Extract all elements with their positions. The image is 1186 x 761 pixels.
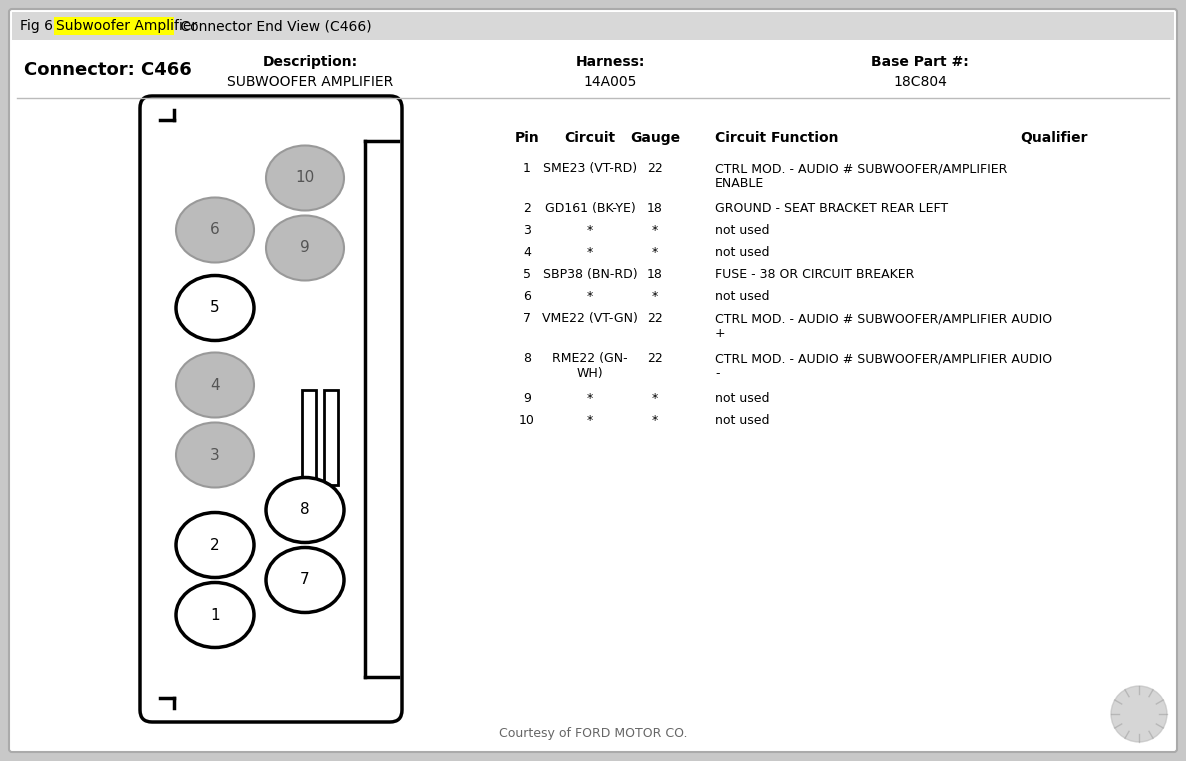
Text: Circuit: Circuit: [565, 131, 616, 145]
Text: 5: 5: [523, 268, 531, 281]
Text: not used: not used: [715, 246, 770, 259]
Text: *: *: [587, 414, 593, 427]
Text: Fig 6:: Fig 6:: [20, 19, 62, 33]
Text: *: *: [652, 246, 658, 259]
Text: *: *: [587, 246, 593, 259]
Text: Harness:: Harness:: [575, 55, 645, 69]
Text: 14A005: 14A005: [584, 75, 637, 89]
Text: 3: 3: [210, 447, 219, 463]
Text: 9: 9: [300, 240, 310, 256]
Bar: [12, 12, 1174, 40]
Text: SUBWOOFER AMPLIFIER: SUBWOOFER AMPLIFIER: [227, 75, 393, 89]
Text: *: *: [587, 224, 593, 237]
Text: SBP38 (BN-RD): SBP38 (BN-RD): [543, 268, 637, 281]
Text: GD161 (BK-YE): GD161 (BK-YE): [544, 202, 636, 215]
Text: Qualifier: Qualifier: [1020, 131, 1088, 145]
Ellipse shape: [176, 512, 254, 578]
Text: RME22 (GN-
WH): RME22 (GN- WH): [553, 352, 627, 380]
Text: *: *: [652, 392, 658, 405]
Text: CTRL MOD. - AUDIO # SUBWOOFER/AMPLIFIER AUDIO
+: CTRL MOD. - AUDIO # SUBWOOFER/AMPLIFIER …: [715, 312, 1052, 340]
Text: 22: 22: [648, 352, 663, 365]
Text: CTRL MOD. - AUDIO # SUBWOOFER/AMPLIFIER AUDIO
-: CTRL MOD. - AUDIO # SUBWOOFER/AMPLIFIER …: [715, 352, 1052, 380]
Text: 1: 1: [210, 607, 219, 622]
Text: Base Part #:: Base Part #:: [872, 55, 969, 69]
Text: Gauge: Gauge: [630, 131, 680, 145]
Text: Connector End View (C466): Connector End View (C466): [176, 19, 371, 33]
Circle shape: [1111, 686, 1167, 742]
Ellipse shape: [266, 215, 344, 281]
Text: SME23 (VT-RD): SME23 (VT-RD): [543, 162, 637, 175]
Text: *: *: [652, 414, 658, 427]
Text: 18: 18: [648, 202, 663, 215]
Text: Pin: Pin: [515, 131, 540, 145]
Text: 6: 6: [210, 222, 219, 237]
Text: 7: 7: [523, 312, 531, 325]
Text: 22: 22: [648, 312, 663, 325]
Text: 4: 4: [523, 246, 531, 259]
Ellipse shape: [266, 547, 344, 613]
Ellipse shape: [176, 422, 254, 488]
Text: FUSE - 38 OR CIRCUIT BREAKER: FUSE - 38 OR CIRCUIT BREAKER: [715, 268, 914, 281]
Text: 2: 2: [523, 202, 531, 215]
Ellipse shape: [266, 145, 344, 211]
Text: 10: 10: [295, 170, 314, 186]
Text: Subwoofer Amplifier: Subwoofer Amplifier: [56, 19, 197, 33]
Text: not used: not used: [715, 224, 770, 237]
Text: CTRL MOD. - AUDIO # SUBWOOFER/AMPLIFIER
ENABLE: CTRL MOD. - AUDIO # SUBWOOFER/AMPLIFIER …: [715, 162, 1007, 190]
Bar: [55, 17, 174, 35]
Text: VME22 (VT-GN): VME22 (VT-GN): [542, 312, 638, 325]
Text: 18C804: 18C804: [893, 75, 946, 89]
Text: 7: 7: [300, 572, 310, 587]
Text: not used: not used: [715, 414, 770, 427]
Text: Connector: C466: Connector: C466: [24, 61, 192, 79]
FancyBboxPatch shape: [140, 96, 402, 722]
Text: Description:: Description:: [262, 55, 357, 69]
Text: 6: 6: [523, 290, 531, 303]
Text: 8: 8: [300, 502, 310, 517]
Bar: [324, 390, 338, 485]
Ellipse shape: [176, 275, 254, 340]
Text: 18: 18: [648, 268, 663, 281]
Text: 10: 10: [519, 414, 535, 427]
Text: 22: 22: [648, 162, 663, 175]
Bar: [302, 390, 315, 485]
Text: 3: 3: [523, 224, 531, 237]
Text: 5: 5: [210, 301, 219, 316]
Text: 8: 8: [523, 352, 531, 365]
Ellipse shape: [176, 198, 254, 263]
Text: 2: 2: [210, 537, 219, 552]
Ellipse shape: [176, 582, 254, 648]
Text: GROUND - SEAT BRACKET REAR LEFT: GROUND - SEAT BRACKET REAR LEFT: [715, 202, 948, 215]
Text: not used: not used: [715, 290, 770, 303]
Ellipse shape: [176, 352, 254, 418]
Text: *: *: [587, 290, 593, 303]
Text: *: *: [587, 392, 593, 405]
Text: *: *: [652, 290, 658, 303]
Text: Courtesy of FORD MOTOR CO.: Courtesy of FORD MOTOR CO.: [499, 727, 687, 740]
Text: not used: not used: [715, 392, 770, 405]
Text: 4: 4: [210, 377, 219, 393]
Text: *: *: [652, 224, 658, 237]
FancyBboxPatch shape: [9, 9, 1177, 752]
Text: 9: 9: [523, 392, 531, 405]
Text: Circuit Function: Circuit Function: [715, 131, 839, 145]
Text: 1: 1: [523, 162, 531, 175]
Ellipse shape: [266, 477, 344, 543]
Bar: [365, 133, 393, 685]
